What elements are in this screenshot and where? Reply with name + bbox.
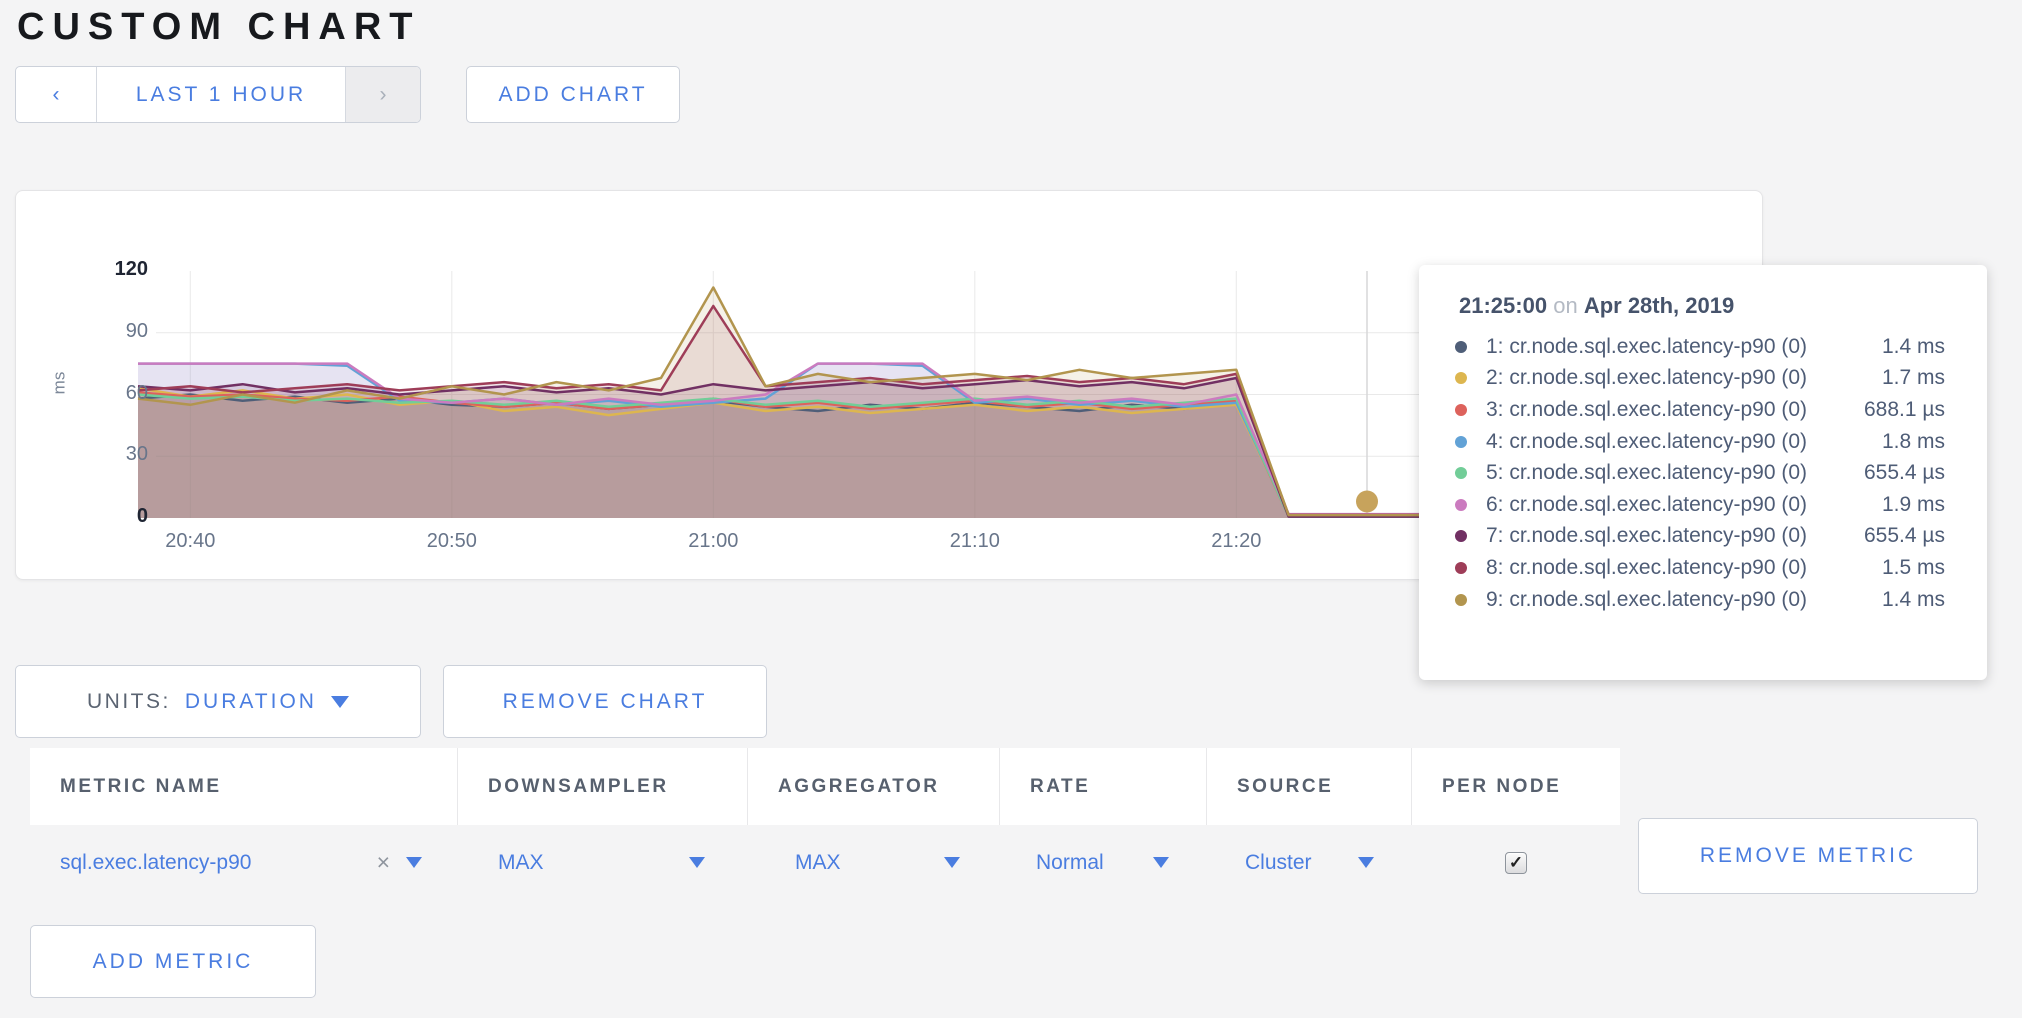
series-color-dot-icon (1455, 340, 1467, 353)
source-caret-icon[interactable] (1358, 857, 1374, 868)
series-label: 1: cr.node.sql.exec.latency-p90 (0) (1486, 334, 1808, 358)
tooltip-series-row: 5: cr.node.sql.exec.latency-p90 (0) 655.4… (1419, 457, 1987, 489)
aggregator-caret-icon[interactable] (944, 857, 960, 868)
per-node-checkbox[interactable]: ✓ (1505, 851, 1527, 874)
series-label: 6: cr.node.sql.exec.latency-p90 (0) (1486, 492, 1808, 516)
chart-plot[interactable] (16, 191, 1762, 579)
metrics-table-header: METRIC NAME DOWNSAMPLER AGGREGATOR RATE SOUR… (30, 748, 1620, 825)
tooltip-rows: 1: cr.node.sql.exec.latency-p90 (0) 1.4 m… (1419, 331, 1987, 615)
tooltip-series-row: 8: cr.node.sql.exec.latency-p90 (0) 1.5 m… (1419, 552, 1987, 584)
tooltip-on-word: on (1553, 293, 1578, 318)
series-value: 655.4 µs (1864, 461, 1945, 485)
series-value: 1.4 ms (1881, 334, 1945, 358)
table-header-per-node: PER NODE (1442, 775, 1562, 797)
chevron-right-icon: › (379, 82, 387, 106)
series-label: 2: cr.node.sql.exec.latency-p90 (0) (1486, 366, 1808, 390)
tooltip-series-row: 6: cr.node.sql.exec.latency-p90 (0) 1.9 m… (1419, 489, 1987, 521)
tooltip-series-row: 3: cr.node.sql.exec.latency-p90 (0) 688.1… (1419, 394, 1987, 426)
chevron-down-icon (330, 695, 349, 708)
series-label: 4: cr.node.sql.exec.latency-p90 (0) (1486, 429, 1808, 453)
downsampler-cell: MAX (458, 825, 748, 900)
tooltip-date: Apr 28th, 2019 (1583, 293, 1735, 318)
time-prev-button[interactable]: ‹ (16, 67, 96, 122)
per-node-cell: ✓ (1412, 825, 1620, 900)
table-header-rate: RATE (1000, 748, 1207, 825)
metric-name-cell: sql.exec.latency-p90 × (30, 825, 458, 900)
chevron-left-icon: ‹ (52, 82, 60, 106)
x-tick-label: 21:10 (949, 530, 1000, 552)
x-tick-label: 20:40 (165, 530, 216, 552)
series-value: 655.4 µs (1864, 524, 1945, 548)
source-value[interactable]: Cluster (1245, 850, 1312, 874)
downsampler-caret-icon[interactable] (689, 857, 705, 868)
y-tick-label: 90 (125, 319, 148, 342)
tooltip-series-row: 7: cr.node.sql.exec.latency-p90 (0) 655.4… (1419, 521, 1987, 553)
remove-metric-button[interactable]: REMOVE METRIC (1638, 818, 1978, 894)
aggregator-cell: MAX (748, 825, 1000, 900)
series-label: 7: cr.node.sql.exec.latency-p90 (0) (1486, 524, 1808, 548)
chart-card: ms 0 30 60 90 120 20:40 20:50 21:00 21:10 21:20 (15, 190, 1763, 580)
time-window-selector: ‹ LAST 1 HOUR › (15, 66, 421, 123)
page-title: CUSTOM CHART (17, 6, 421, 48)
chart-hover-tooltip: 21:25:00 on Apr 28th, 2019 1: cr.node.sq… (1419, 265, 1987, 680)
table-header-metric-name: METRIC NAME (30, 748, 458, 825)
series-label: 5: cr.node.sql.exec.latency-p90 (0) (1486, 461, 1808, 485)
tooltip-series-row: 1: cr.node.sql.exec.latency-p90 (0) 1.4 m… (1419, 331, 1987, 363)
series-color-dot-icon (1455, 593, 1467, 606)
aggregator-value[interactable]: MAX (795, 850, 841, 874)
time-window-label[interactable]: LAST 1 HOUR (96, 67, 346, 122)
tooltip-series-row: 9: cr.node.sql.exec.latency-p90 (0) 1.4 m… (1419, 584, 1987, 616)
series-value: 1.9 ms (1881, 492, 1945, 516)
series-value: 1.5 ms (1881, 555, 1945, 579)
series-color-dot-icon (1455, 498, 1467, 511)
table-header-source: SOURCE (1207, 748, 1412, 825)
metric-dropdown-caret-icon[interactable] (406, 857, 422, 868)
series-value: 1.7 ms (1881, 366, 1945, 390)
table-header-aggregator: AGGREGATOR (748, 748, 1000, 825)
series-label: 8: cr.node.sql.exec.latency-p90 (0) (1486, 555, 1808, 579)
rate-cell: Normal (1000, 825, 1207, 900)
series-color-dot-icon (1455, 561, 1467, 574)
metric-name-value[interactable]: sql.exec.latency-p90 (60, 850, 252, 874)
series-value: 688.1 µs (1864, 397, 1945, 421)
series-color-dot-icon (1455, 530, 1467, 543)
series-color-dot-icon (1455, 435, 1467, 448)
series-color-dot-icon (1455, 372, 1467, 385)
remove-chart-button[interactable]: REMOVE CHART (443, 665, 767, 738)
x-tick-label: 21:00 (688, 530, 739, 552)
series-value: 1.4 ms (1881, 587, 1945, 611)
units-dropdown[interactable]: UNITS: DURATION (15, 665, 421, 738)
add-metric-button[interactable]: ADD METRIC (30, 925, 316, 998)
rate-caret-icon[interactable] (1153, 857, 1169, 868)
series-label: 3: cr.node.sql.exec.latency-p90 (0) (1486, 397, 1808, 421)
x-tick-label: 20:50 (426, 530, 477, 552)
tooltip-header: 21:25:00 on Apr 28th, 2019 (1459, 293, 1734, 319)
metric-row: sql.exec.latency-p90 × MAX MAX Normal Cl… (30, 825, 2007, 900)
rate-value[interactable]: Normal (1036, 850, 1104, 874)
series-label: 9: cr.node.sql.exec.latency-p90 (0) (1486, 587, 1808, 611)
y-tick-label: 0 (136, 505, 148, 527)
tooltip-series-row: 4: cr.node.sql.exec.latency-p90 (0) 1.8 m… (1419, 426, 1987, 458)
series-value: 1.8 ms (1881, 429, 1945, 453)
clear-metric-icon[interactable]: × (376, 849, 390, 875)
add-chart-button[interactable]: ADD CHART (466, 66, 680, 123)
table-header-downsampler: DOWNSAMPLER (458, 748, 748, 825)
source-cell: Cluster (1207, 825, 1412, 900)
units-value: DURATION (184, 689, 317, 713)
x-tick-label: 21:20 (1211, 530, 1262, 552)
y-tick-label: 30 (125, 443, 148, 466)
units-label: UNITS: (87, 689, 171, 713)
downsampler-value[interactable]: MAX (498, 850, 544, 874)
y-tick-label: 60 (125, 381, 148, 404)
series-color-dot-icon (1455, 467, 1467, 480)
tooltip-series-row: 2: cr.node.sql.exec.latency-p90 (0) 1.7 m… (1419, 363, 1987, 395)
time-next-button[interactable]: › (346, 67, 420, 122)
tooltip-time: 21:25:00 (1459, 293, 1548, 318)
series-color-dot-icon (1455, 403, 1467, 416)
y-tick-label: 120 (114, 258, 148, 280)
